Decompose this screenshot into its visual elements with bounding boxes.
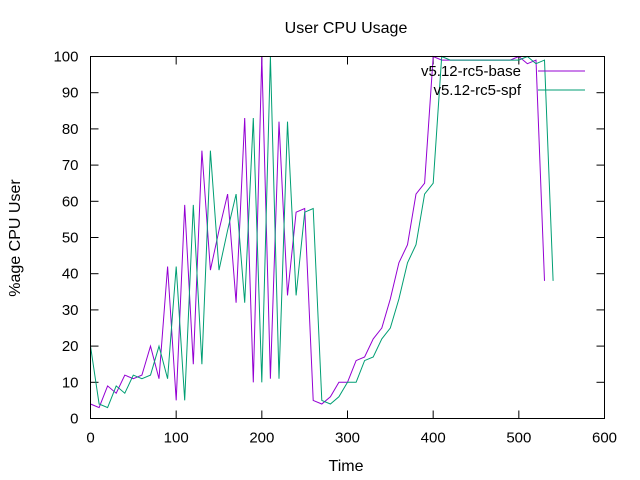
y-tick-label: 0 xyxy=(70,411,78,428)
x-tick-label: 600 xyxy=(592,430,617,447)
chart-title: User CPU Usage xyxy=(285,20,408,37)
plot-frame xyxy=(90,56,605,419)
y-axis-label: %age CPU User xyxy=(7,179,24,297)
legend-label-1: v5.12-rc5-spf xyxy=(433,82,521,99)
legend: v5.12-rc5-base v5.12-rc5-spf xyxy=(421,63,585,99)
y-tick-label: 60 xyxy=(62,193,79,210)
series-layer xyxy=(90,55,554,409)
y-tick-label: 80 xyxy=(62,121,79,138)
y-tick-label: 20 xyxy=(62,338,79,355)
series-line-1 xyxy=(90,55,554,409)
x-tick-label: 0 xyxy=(86,430,94,447)
x-tick-label: 200 xyxy=(249,430,274,447)
x-tick-label: 400 xyxy=(421,430,446,447)
x-tick-label: 300 xyxy=(335,430,360,447)
x-tick-label: 100 xyxy=(164,430,189,447)
x-axis-label: Time xyxy=(329,458,364,475)
y-tick-label: 40 xyxy=(62,266,79,283)
legend-label-0: v5.12-rc5-base xyxy=(421,63,521,80)
series-line-0 xyxy=(90,55,545,409)
y-tick-label: 30 xyxy=(62,302,79,319)
y-tick-label: 70 xyxy=(62,157,79,174)
y-tick-label: 50 xyxy=(62,230,79,247)
axis-ticks: 0 10 20 30 40 50 60 70 80 90 100 0 100 200 300 400 500 60… xyxy=(53,49,617,447)
y-tick-label: 10 xyxy=(62,374,79,391)
y-tick-label: 100 xyxy=(53,49,78,66)
y-tick-label: 90 xyxy=(62,85,79,102)
x-tick-label: 500 xyxy=(506,430,531,447)
